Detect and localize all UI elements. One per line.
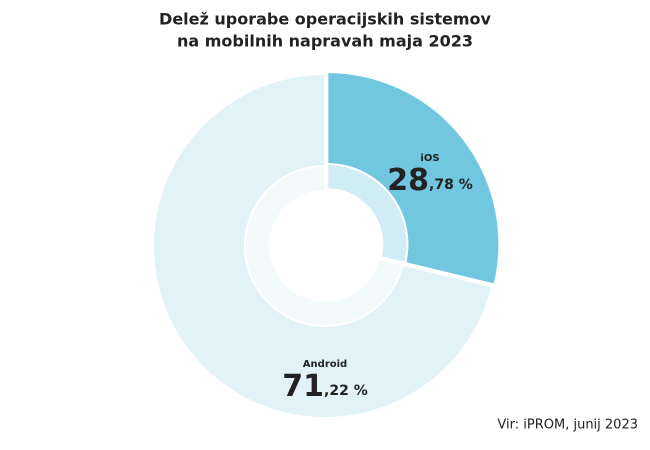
source: Vir: iPROM, junij 2023: [497, 418, 638, 433]
slice-label: iOS: [420, 153, 439, 164]
chart-title: na mobilnih napravah maja 2023: [177, 32, 473, 51]
slice-inner: [326, 163, 409, 265]
slice: [152, 72, 494, 419]
chart-title: Delež uporabe operacijskih sistemov: [159, 10, 491, 29]
value-label: 71,22 %: [282, 369, 367, 404]
slice-label: Android: [303, 359, 347, 370]
slice-inner: [244, 164, 404, 327]
slice: [326, 71, 501, 286]
value-label: 28,78 %: [387, 163, 472, 198]
